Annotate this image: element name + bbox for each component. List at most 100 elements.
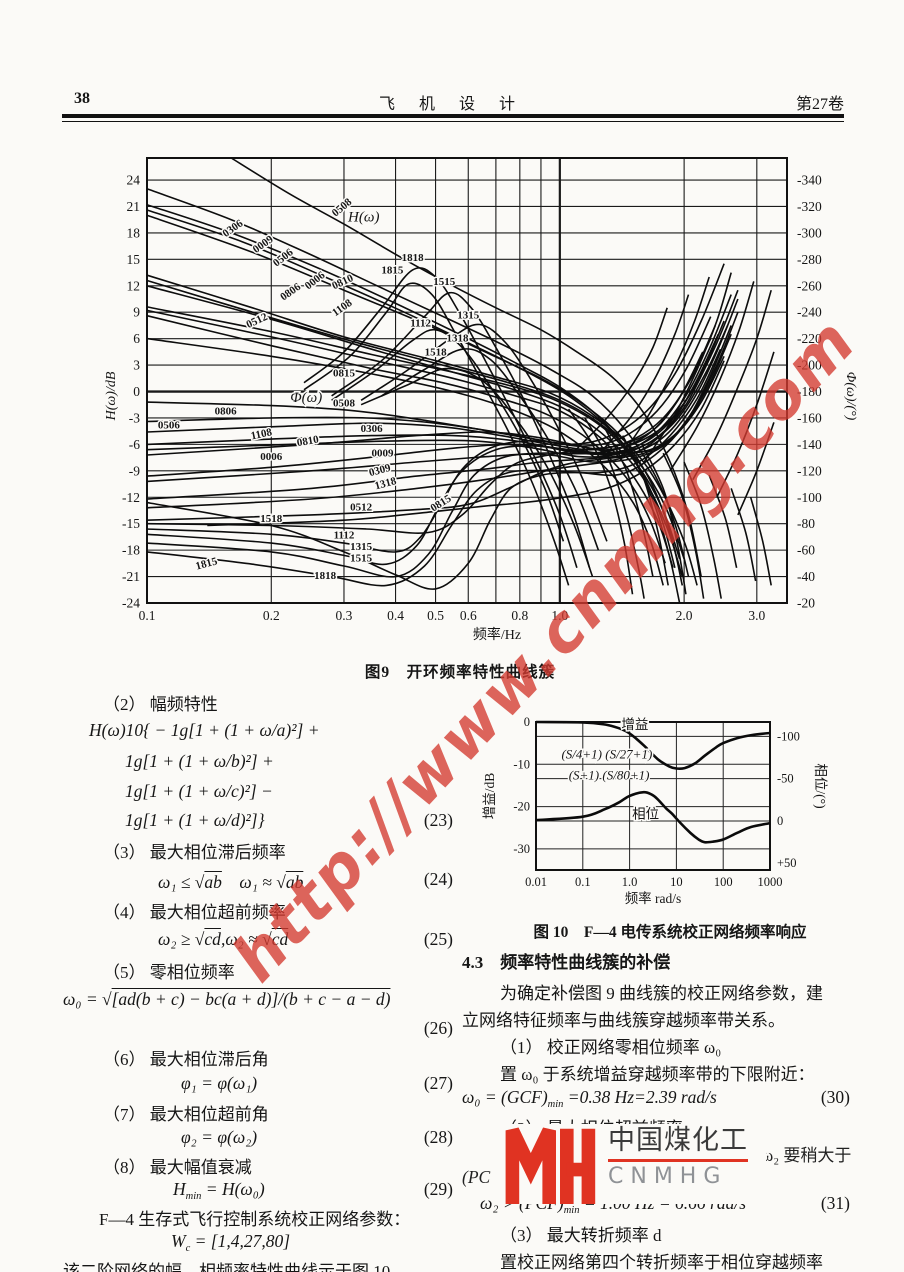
fig9-ytick-right: -100 bbox=[797, 490, 822, 505]
fig9-curve-tail3 bbox=[603, 426, 654, 577]
fig10-plot-border bbox=[535, 721, 771, 871]
left-line-6: ω₁ ≤ √ab ω₁ ≈ √ab (24) bbox=[158, 869, 453, 892]
header-rule-thick bbox=[62, 114, 844, 118]
left-line-12: （6） 最大相位滞后角 bbox=[103, 1050, 269, 1069]
fig9-curve-label: 0508 bbox=[333, 397, 356, 409]
fig9-ytick-left: 0 bbox=[133, 384, 140, 399]
figure10-chart: 0 -10 -20 -30 -100 -50 0 +50 0.01 0.1 1.0 10 100 1000… bbox=[468, 702, 892, 910]
left-line-16: （8） 最大幅值衰减 bbox=[103, 1158, 252, 1177]
fig9-curve-label: 1318 bbox=[373, 475, 398, 492]
left-line-9: （5） 零相位频率 bbox=[103, 963, 235, 982]
fig9-curve-label: 1515 bbox=[350, 553, 373, 565]
fig9-curve-H-1315 bbox=[360, 323, 608, 542]
fig9-curve-label: 0006 bbox=[303, 269, 328, 292]
fig9-curve-tail1 bbox=[567, 408, 634, 595]
fig9-curve-H-1518 bbox=[360, 367, 594, 577]
fig9-ytick-left: -24 bbox=[122, 596, 140, 611]
right-line-0: 4.3 频率特性曲线簇的补偿 bbox=[462, 953, 671, 972]
fig10-ytick-right: -50 bbox=[777, 772, 794, 786]
fig9-ytick-left: -21 bbox=[122, 569, 140, 584]
fig9-ytick-right: -200 bbox=[797, 358, 822, 373]
journal-title: 飞 机 设 计 bbox=[378, 96, 525, 113]
equation-number: (30) bbox=[820, 1087, 850, 1107]
fig9-curve-H-1108 bbox=[146, 306, 681, 560]
right-line-2: 立网络特征频率与曲线簇穿越频率带关系。 bbox=[462, 1011, 785, 1030]
fig9-curve-rise1 bbox=[576, 307, 668, 450]
fig9-ytick-left: 24 bbox=[127, 173, 141, 188]
figure10-caption: 图 10 F—4 电传系统校正网络频率响应 bbox=[533, 924, 807, 941]
fig10-xtick: 1000 bbox=[758, 875, 783, 889]
fig9-ytick-right: -160 bbox=[797, 410, 822, 425]
cnmhg-logo-mark-icon bbox=[505, 1127, 596, 1204]
fig9-xtick: 2.0 bbox=[676, 608, 693, 623]
fig9-curve-rise7 bbox=[716, 351, 775, 498]
fig9-curve-label: H(ω) bbox=[347, 209, 379, 225]
fig9-curve-label: 1518 bbox=[425, 346, 448, 358]
fig9-ytick-right: -80 bbox=[797, 516, 815, 531]
fig9-xtick: 0.2 bbox=[263, 608, 280, 623]
left-line-10: ω₀ = √[ad(b + c) − bc(a + d)]/(b + c − a… bbox=[63, 989, 391, 1009]
cnmhg-logo-text: 中国煤化工 CNMHG bbox=[608, 1124, 748, 1189]
fig9-curve-P-0815 bbox=[207, 360, 725, 527]
fig9-curve-tail9 bbox=[730, 488, 757, 582]
fig9-ytick-right: -260 bbox=[797, 278, 822, 293]
fig10-annotation: (S+1) (S/80+1) bbox=[569, 768, 650, 783]
fig9-ytick-right: -240 bbox=[797, 305, 822, 320]
fig10-ytick-right: 0 bbox=[777, 814, 783, 828]
fig10-ytick-right: -100 bbox=[777, 729, 800, 743]
figure9-caption: 图9 开环频率特性曲线簇 bbox=[364, 664, 556, 681]
fig9-ytick-left: -6 bbox=[129, 437, 140, 452]
fig9-curve-tail8 bbox=[708, 474, 738, 568]
fig10-yaxis-right-label: 相位/(°) bbox=[813, 763, 828, 808]
fig9-curve-label: 0306 bbox=[361, 423, 384, 435]
fig9-ytick-left: 9 bbox=[133, 305, 140, 320]
fig9-yaxis-left-label: H(ω)/dB bbox=[104, 371, 119, 421]
fig10-ytick-left: -30 bbox=[513, 842, 530, 856]
fig9-curve-label: 1815 bbox=[381, 264, 404, 276]
fig9-ytick-right: -280 bbox=[797, 252, 822, 267]
fig9-ytick-left: 18 bbox=[127, 225, 141, 240]
fig9-plot-border bbox=[146, 157, 788, 604]
fig9-curve-P-0806 bbox=[146, 316, 712, 447]
left-line-15: φ₂ = φ(ω₂) (28) bbox=[181, 1127, 453, 1147]
fig9-curve-label: 1315 bbox=[457, 309, 480, 321]
fig9-curve-H-0006 bbox=[146, 274, 698, 586]
figure9-chart: 24 21 18 15 12 9 6 3 0 -3 -6 -9 -12 -15 -18 -21 -24 -340-… bbox=[95, 146, 865, 658]
fig9-curve-rise5 bbox=[669, 281, 755, 472]
fig9-ytick-left: -18 bbox=[122, 543, 140, 558]
fig9-curve-P-1112 bbox=[146, 351, 704, 553]
fig10-phase-curve bbox=[535, 790, 771, 844]
left-line-18: F—4 生存式飞行控制系统校正网络参数： bbox=[99, 1210, 411, 1229]
right-line-11: 置校正网络第四个转折频率于相位穿越频率 bbox=[500, 1253, 823, 1272]
fig9-xtick: 0.3 bbox=[336, 608, 353, 623]
fig9-ytick-left: 15 bbox=[127, 252, 141, 267]
equation-number: (25) bbox=[423, 929, 453, 949]
left-line-11: (26) bbox=[63, 1018, 455, 1045]
fig9-curve-label: 0806 bbox=[278, 281, 303, 304]
header-rule-thin bbox=[62, 121, 844, 123]
left-line-7: （4） 最大相位超前频率 bbox=[103, 903, 286, 922]
fig9-curve-P-1515 bbox=[146, 333, 720, 578]
right-line-3: （1） 校正网络零相位频率 ω₀ bbox=[500, 1038, 722, 1057]
left-line-4: 1g[1 + (1 + ω/d)²]} (23) bbox=[125, 810, 453, 830]
fig10-xtick: 10 bbox=[670, 875, 683, 889]
fig9-curve-label: 1818 bbox=[314, 570, 337, 582]
fig9-ytick-left: -15 bbox=[122, 516, 140, 531]
equation-number: (23) bbox=[423, 810, 453, 830]
fig9-curve-label: 1818 bbox=[402, 252, 425, 264]
fig9-ytick-right: -140 bbox=[797, 437, 822, 452]
right-line-1: 为确定补偿图 9 曲线簇的校正网络参数，建 bbox=[500, 984, 823, 1003]
fig9-curve-H-1112 bbox=[331, 328, 565, 542]
cnmhg-logo: 中国煤化工 CNMHG bbox=[498, 1124, 766, 1204]
fig9-curve-label: 1108 bbox=[330, 297, 355, 319]
fig9-curve-label: 0506 bbox=[158, 420, 181, 432]
fig10-ytick-right: +50 bbox=[777, 856, 797, 870]
fig9-curve-P-1315 bbox=[146, 355, 712, 566]
fig9-curve-tail10 bbox=[749, 497, 772, 586]
cnmhg-logo-cn: 中国煤化工 bbox=[608, 1125, 748, 1156]
fig9-curve-rise3 bbox=[619, 276, 710, 459]
fig9-ytick-left: 6 bbox=[133, 331, 140, 346]
fig9-ytick-right: -180 bbox=[797, 384, 822, 399]
fig10-gain-curve bbox=[535, 720, 771, 771]
left-line-14: （7） 最大相位超前角 bbox=[103, 1105, 269, 1124]
